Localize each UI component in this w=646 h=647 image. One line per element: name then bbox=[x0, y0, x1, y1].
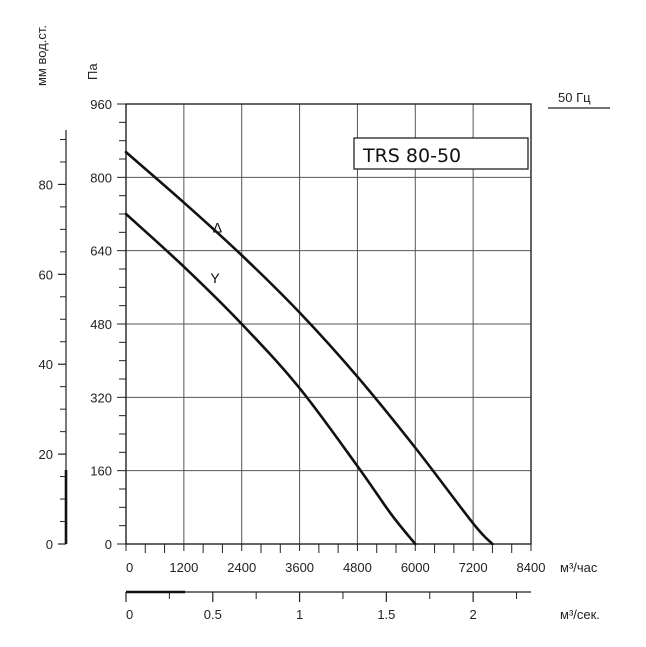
x-tick-label: 3600 bbox=[285, 560, 314, 575]
tick-labels: 0 1200 2400 3600 4800 6000 7200 840001603204806… bbox=[39, 97, 546, 622]
y-tick-label: 640 bbox=[90, 244, 112, 259]
x-unit-label: м³/час bbox=[560, 560, 598, 575]
mm-tick-label: 60 bbox=[39, 267, 53, 282]
x-tick-label: 6000 bbox=[401, 560, 430, 575]
y-tick-label: 960 bbox=[90, 97, 112, 112]
curve-delta bbox=[124, 150, 494, 546]
x2-tick-label: 1.5 bbox=[377, 607, 395, 622]
mm-tick-label: 40 bbox=[39, 357, 53, 372]
curve-y bbox=[124, 212, 417, 546]
curve-label-delta: Δ bbox=[213, 219, 222, 235]
x-tick-label: 0 bbox=[126, 560, 133, 575]
x-tick-label: 1200 bbox=[169, 560, 198, 575]
x2-tick-label: 0 bbox=[126, 607, 133, 622]
grid-lines bbox=[126, 104, 531, 544]
mm-tick-label: 20 bbox=[39, 447, 53, 462]
mm-tick-label: 0 bbox=[46, 537, 53, 552]
y-tick-label: 160 bbox=[90, 464, 112, 479]
model-label: TRS 80-50 bbox=[362, 145, 461, 167]
curves: ΔY bbox=[124, 150, 494, 546]
pa-axis-label: Па bbox=[85, 63, 100, 80]
x-tick-label: 7200 bbox=[459, 560, 488, 575]
y-tick-label: 0 bbox=[105, 537, 112, 552]
mm-tick-label: 80 bbox=[39, 177, 53, 192]
x2-tick-label: 2 bbox=[470, 607, 477, 622]
x-tick-label: 4800 bbox=[343, 560, 372, 575]
frequency-label: 50 Гц bbox=[558, 90, 591, 105]
axis-ticks bbox=[58, 103, 532, 602]
x-tick-label: 8400 bbox=[517, 560, 546, 575]
model-label-box bbox=[353, 137, 529, 170]
x2-unit-label: м³/сек. bbox=[560, 607, 600, 622]
y-tick-label: 480 bbox=[90, 317, 112, 332]
y-tick-label: 800 bbox=[90, 170, 112, 185]
x-tick-label: 2400 bbox=[227, 560, 256, 575]
x2-tick-label: 1 bbox=[296, 607, 303, 622]
mm-axis-label: мм вод.ст. bbox=[34, 25, 49, 86]
curve-label-y: Y bbox=[210, 270, 220, 286]
y-tick-label: 320 bbox=[90, 390, 112, 405]
x2-tick-label: 0.5 bbox=[204, 607, 222, 622]
